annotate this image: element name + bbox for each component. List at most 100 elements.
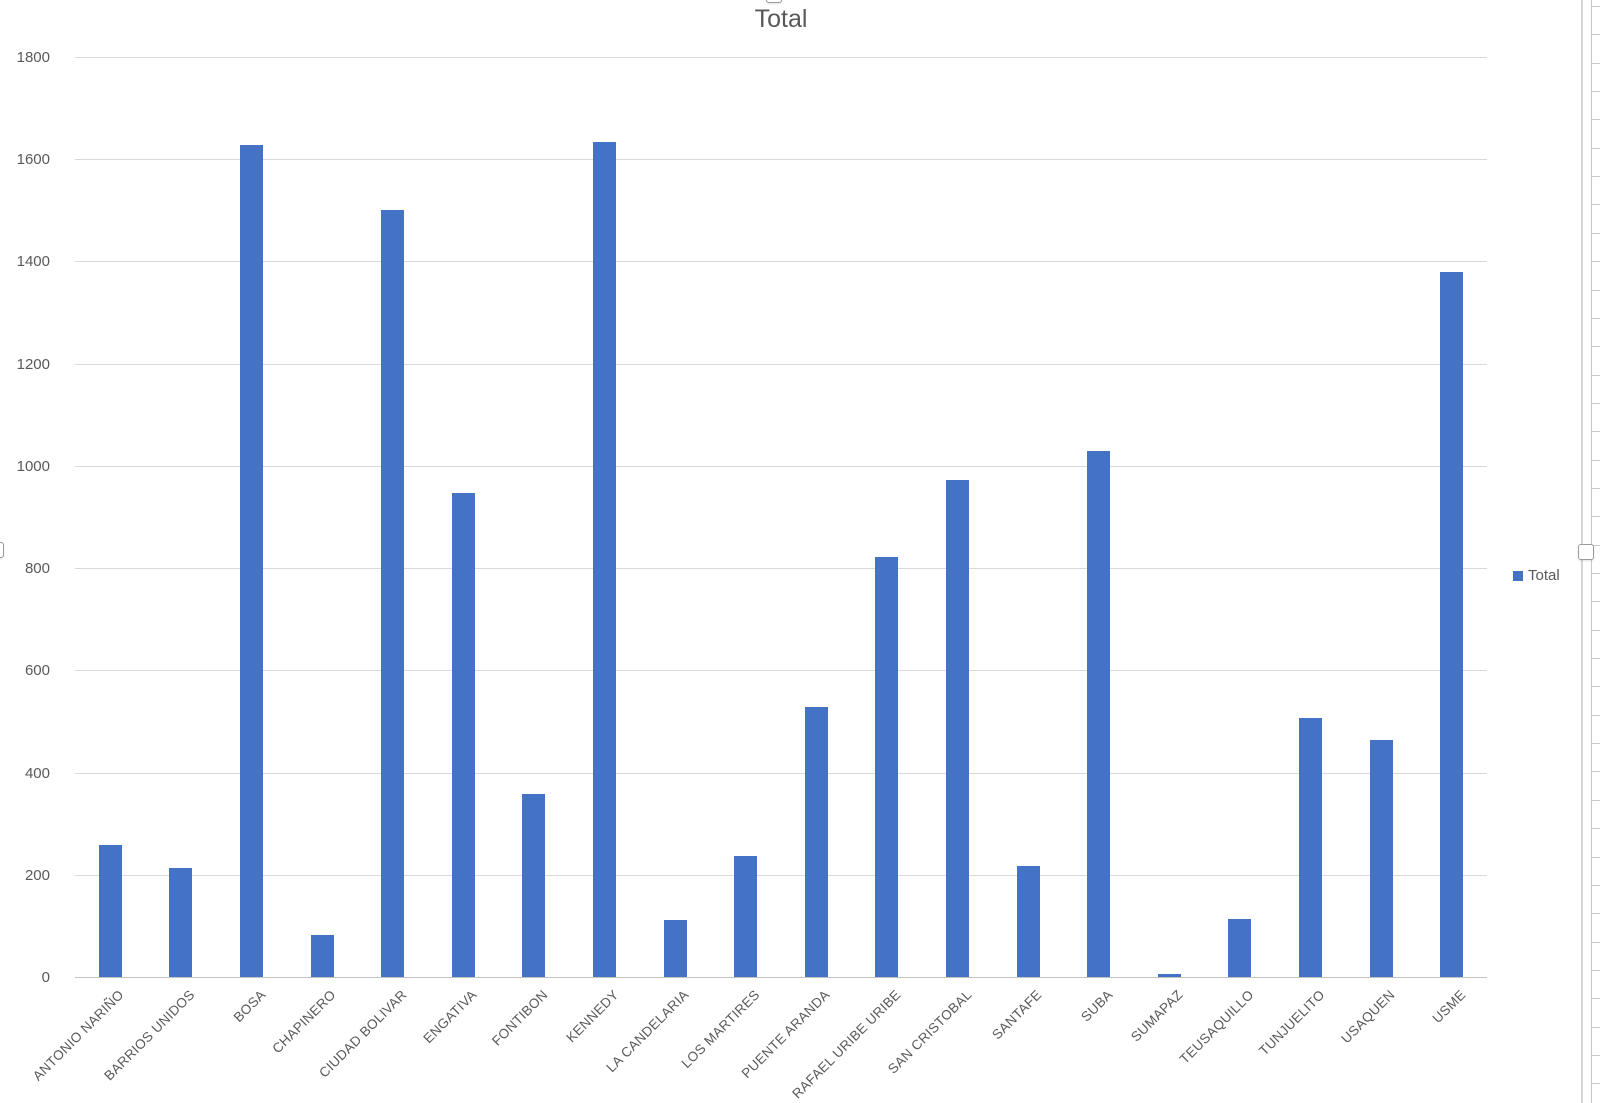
x-axis-label: CHAPINERO bbox=[269, 987, 339, 1057]
bar-bosa[interactable] bbox=[240, 145, 263, 977]
gridline bbox=[75, 568, 1487, 570]
x-axis-label: SUMAPAZ bbox=[1128, 987, 1186, 1045]
bar-antonio-nariño[interactable] bbox=[98, 845, 122, 977]
y-axis-label: 1000 bbox=[16, 457, 50, 475]
worksheet-row-tick bbox=[1592, 289, 1600, 291]
x-axis-label: USME bbox=[1429, 987, 1469, 1027]
worksheet-row-tick bbox=[1592, 119, 1600, 121]
y-axis-label: 400 bbox=[24, 764, 50, 782]
worksheet-row-tick bbox=[1592, 941, 1600, 943]
worksheet-row-tick bbox=[1592, 6, 1600, 7]
worksheet-row-tick bbox=[1592, 374, 1600, 376]
worksheet-row-tick bbox=[1592, 91, 1600, 93]
x-axis-label: TEUSAQUILLO bbox=[1176, 987, 1257, 1067]
chart-legend[interactable]: Total bbox=[1513, 567, 1560, 584]
y-axis-label: 200 bbox=[24, 866, 50, 884]
x-axis-line bbox=[75, 977, 1487, 978]
bar-santafe[interactable] bbox=[1016, 866, 1040, 977]
gridline bbox=[75, 159, 1487, 161]
bar-tunjuelito[interactable] bbox=[1299, 717, 1322, 977]
gridline bbox=[75, 874, 1487, 876]
worksheet-row-tick bbox=[1592, 431, 1600, 433]
x-axis-label: SUBA bbox=[1077, 987, 1116, 1025]
worksheet-row-tick bbox=[1592, 686, 1600, 688]
worksheet-row-tick bbox=[1592, 402, 1600, 404]
x-axis-label: TUNJUELITO bbox=[1255, 987, 1328, 1059]
bar-la-candelaria[interactable] bbox=[663, 919, 687, 977]
x-axis-label: KENNEDY bbox=[562, 987, 622, 1046]
bar-ciudad-bolivar[interactable] bbox=[381, 210, 405, 977]
worksheet-row-tick bbox=[1592, 1026, 1600, 1028]
resize-handle-left[interactable] bbox=[0, 542, 4, 558]
bar-engativa[interactable] bbox=[451, 493, 475, 977]
plot-area bbox=[75, 57, 1487, 978]
gridline bbox=[75, 363, 1487, 365]
gridline bbox=[75, 261, 1487, 263]
bar-usme[interactable] bbox=[1440, 271, 1464, 977]
y-axis-label: 0 bbox=[41, 969, 50, 986]
worksheet-row-tick bbox=[1592, 34, 1600, 36]
gridline bbox=[75, 772, 1487, 774]
bar-los-martires[interactable] bbox=[734, 856, 758, 977]
bar-chapinero[interactable] bbox=[310, 934, 334, 977]
worksheet-row-tick bbox=[1592, 771, 1600, 773]
worksheet-row-tick bbox=[1592, 998, 1600, 1000]
y-axis-label: 800 bbox=[24, 560, 50, 578]
x-axis-label: USAQUEN bbox=[1338, 987, 1398, 1047]
x-axis-label: BOSA bbox=[230, 987, 269, 1025]
worksheet-row-tick bbox=[1592, 176, 1600, 178]
x-axis-label: ENGATIVA bbox=[420, 987, 480, 1047]
resize-handle-right[interactable] bbox=[1578, 544, 1594, 560]
worksheet-row-tick bbox=[1592, 1083, 1600, 1085]
worksheet-row-tick bbox=[1592, 601, 1600, 603]
worksheet-row-tick bbox=[1592, 147, 1600, 149]
bar-fontibon[interactable] bbox=[522, 793, 546, 977]
worksheet-row-tick bbox=[1592, 799, 1600, 801]
y-axis-label: 1200 bbox=[16, 355, 50, 373]
worksheet-row-tick bbox=[1592, 969, 1600, 971]
worksheet-row-tick bbox=[1592, 828, 1600, 830]
x-axis-label: SANTAFE bbox=[989, 987, 1045, 1043]
y-axis-label: 1600 bbox=[16, 151, 50, 169]
worksheet-row-tick bbox=[1592, 658, 1600, 660]
worksheet-row-tick bbox=[1592, 204, 1600, 206]
legend-swatch-icon bbox=[1513, 570, 1523, 581]
worksheet-row-tick bbox=[1592, 544, 1600, 546]
bar-kennedy[interactable] bbox=[593, 142, 616, 977]
worksheet-row-tick bbox=[1592, 573, 1600, 574]
bar-rafael-uribe-uribe[interactable] bbox=[875, 556, 899, 977]
worksheet-row-tick bbox=[1592, 629, 1600, 631]
gridline bbox=[75, 57, 1487, 58]
worksheet-row-tick bbox=[1592, 516, 1600, 518]
x-axis-label: FONTIBON bbox=[488, 987, 551, 1049]
worksheet-row-tick bbox=[1592, 317, 1600, 319]
bar-sumapaz[interactable] bbox=[1157, 973, 1181, 977]
worksheet-row-tick bbox=[1592, 346, 1600, 348]
y-axis-label: 1400 bbox=[16, 253, 50, 271]
worksheet-row-tick bbox=[1592, 743, 1600, 745]
worksheet-row-tick bbox=[1592, 884, 1600, 886]
y-axis-label: 600 bbox=[24, 662, 50, 680]
worksheet-row-tick bbox=[1592, 714, 1600, 716]
bar-barrios-unidos[interactable] bbox=[169, 868, 193, 977]
worksheet-row-tick bbox=[1592, 487, 1600, 489]
worksheet-row-tick bbox=[1592, 856, 1600, 858]
bar-usaquen[interactable] bbox=[1369, 740, 1393, 977]
worksheet-row-tick bbox=[1592, 1054, 1600, 1056]
resize-handle-top[interactable] bbox=[766, 0, 782, 3]
bar-puente-aranda[interactable] bbox=[804, 707, 828, 977]
bar-teusaquillo[interactable] bbox=[1228, 918, 1252, 977]
bar-suba[interactable] bbox=[1087, 451, 1111, 977]
y-axis-label: 1800 bbox=[16, 49, 50, 66]
legend-label: Total bbox=[1528, 567, 1560, 584]
worksheet-row-tick bbox=[1592, 232, 1600, 234]
worksheet-row-tick bbox=[1592, 62, 1600, 64]
worksheet-row-tick bbox=[1592, 913, 1600, 915]
worksheet-row-tick bbox=[1592, 459, 1600, 461]
chart-title[interactable]: Total bbox=[754, 5, 808, 33]
gridline bbox=[75, 670, 1487, 672]
worksheet-row-tick bbox=[1592, 261, 1600, 263]
gridline bbox=[75, 465, 1487, 467]
bar-san-cristobal[interactable] bbox=[946, 480, 969, 977]
